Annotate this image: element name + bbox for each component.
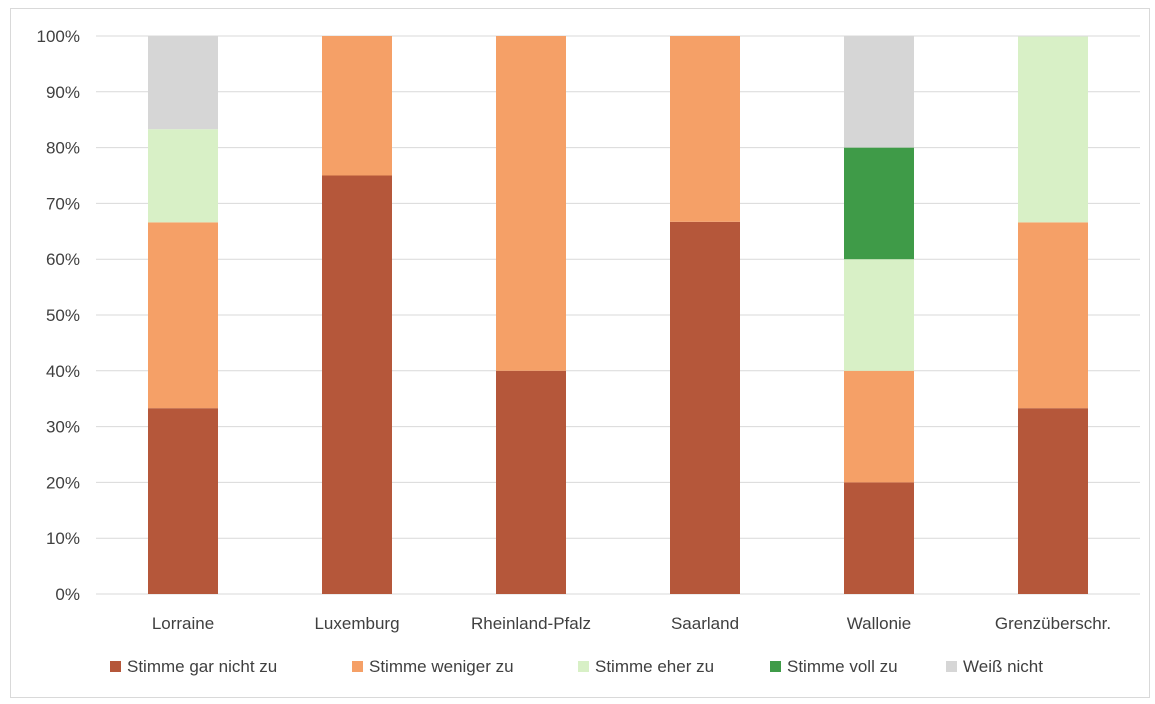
x-tick-label: Rheinland-Pfalz (471, 614, 591, 633)
bar-segment (148, 36, 218, 130)
bar-segment (844, 36, 914, 148)
y-tick-label: 70% (46, 194, 80, 213)
bar-segment (1018, 222, 1088, 409)
y-tick-label: 40% (46, 362, 80, 381)
legend: Stimme gar nicht zu Stimme weniger zu Stim… (110, 657, 1043, 676)
gridlines (96, 35, 1140, 595)
y-tick-label: 10% (46, 529, 80, 548)
legend-label: Stimme voll zu (787, 657, 898, 676)
bar-segment (844, 147, 914, 260)
legend-item: Stimme gar nicht zu (110, 657, 277, 676)
bar-segment (1018, 408, 1088, 594)
y-tick-label: 100% (37, 27, 80, 46)
bars (148, 36, 1088, 594)
bar-segment (844, 259, 914, 371)
bar-segment (844, 370, 914, 483)
legend-label: Stimme eher zu (595, 657, 714, 676)
legend-item: Stimme eher zu (578, 657, 714, 676)
bar-segment (670, 221, 740, 594)
bar-segment (148, 408, 218, 594)
bar-segment (844, 482, 914, 594)
bar-segment (148, 222, 218, 409)
legend-swatch (770, 661, 781, 672)
y-tick-label: 60% (46, 250, 80, 269)
x-tick-label: Lorraine (152, 614, 214, 633)
bar-segment (322, 36, 392, 176)
legend-swatch (110, 661, 121, 672)
bar-segment (148, 129, 218, 223)
x-tick-label: Wallonie (847, 614, 912, 633)
legend-label: Weiß nicht (963, 657, 1043, 676)
x-tick-label: Saarland (671, 614, 739, 633)
legend-item: Weiß nicht (946, 657, 1043, 676)
bar-segment (322, 175, 392, 594)
legend-item: Stimme voll zu (770, 657, 898, 676)
legend-label: Stimme gar nicht zu (127, 657, 277, 676)
bar-segment (1018, 36, 1088, 223)
y-axis: 0% 10% 20% 30% 40% 50% 60% 70% 80% 90% 100% (37, 27, 80, 604)
x-tick-label: Luxemburg (314, 614, 399, 633)
y-tick-label: 90% (46, 83, 80, 102)
bar-segment (496, 36, 566, 371)
x-axis: Lorraine Luxemburg Rheinland-Pfalz Saarland… (152, 614, 1111, 633)
bar-segment (670, 36, 740, 222)
bar-segment (496, 370, 566, 594)
y-tick-label: 0% (55, 585, 80, 604)
y-tick-label: 50% (46, 306, 80, 325)
y-tick-label: 30% (46, 418, 80, 437)
legend-swatch (578, 661, 589, 672)
y-tick-label: 20% (46, 473, 80, 492)
y-tick-label: 80% (46, 139, 80, 158)
legend-item: Stimme weniger zu (352, 657, 514, 676)
x-tick-label: Grenzüberschr. (995, 614, 1111, 633)
legend-swatch (352, 661, 363, 672)
legend-swatch (946, 661, 957, 672)
legend-label: Stimme weniger zu (369, 657, 514, 676)
